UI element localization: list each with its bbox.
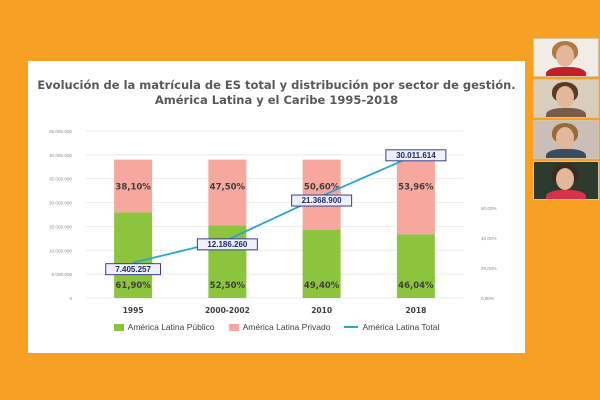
data-label-publico: 61,90% bbox=[115, 281, 151, 291]
y-axis-left-tick-label: 5.000.000 bbox=[52, 272, 73, 277]
stacked-bar-line-chart: 0 5.000.000 10.000.000 15.000.000 20.000.000… bbox=[49, 129, 497, 315]
data-label-publico: 49,40% bbox=[304, 281, 340, 291]
chart-title-line-2: América Latina y el Caribe 1995-2018 bbox=[154, 93, 399, 107]
legend-swatch-privado bbox=[228, 323, 239, 331]
data-label-total: 21.368.900 bbox=[302, 196, 343, 205]
y-axis-left-tick-label: 15.000.000 bbox=[49, 224, 72, 229]
bar-publico bbox=[302, 229, 341, 298]
legend-label-publico: América Latina Público bbox=[127, 322, 215, 332]
legend-item-total: América Latina Total bbox=[344, 322, 439, 332]
data-label-total-box bbox=[291, 194, 353, 207]
data-label-privado: 38,10% bbox=[115, 183, 151, 193]
participant-body bbox=[546, 108, 586, 117]
data-label-publico: 46,04% bbox=[398, 281, 434, 291]
bar-publico bbox=[114, 212, 153, 298]
data-label-privado: 47,50% bbox=[210, 183, 246, 193]
y-axis-right-tick-label: 40,00% bbox=[481, 236, 497, 241]
line-series-total bbox=[132, 153, 417, 264]
data-label-total-box bbox=[196, 238, 258, 251]
data-label-publico: 52,50% bbox=[210, 281, 246, 291]
x-axis-tick-label: 1995 bbox=[123, 306, 144, 315]
data-label-total-box bbox=[105, 263, 162, 276]
y-axis-right-tick-label: 0,00% bbox=[481, 296, 494, 301]
participant-video-tile[interactable] bbox=[533, 120, 599, 159]
presentation-slide: Evolución de la matrícula de ES total y … bbox=[28, 61, 525, 353]
participant-face bbox=[556, 45, 574, 67]
data-label-privado: 50,60% bbox=[304, 183, 340, 193]
y-axis-right-tick-label: 60,00% bbox=[481, 206, 497, 211]
participant-face bbox=[556, 86, 574, 108]
participant-video-tile[interactable] bbox=[533, 38, 599, 77]
y-axis-left-tick-label: 20.000.000 bbox=[49, 201, 72, 206]
data-label-total: 7.405.257 bbox=[115, 265, 151, 274]
chart-title-line-1: Evolución de la matrícula de ES total y … bbox=[37, 78, 516, 92]
bar-publico bbox=[396, 234, 435, 298]
participant-video-tile[interactable] bbox=[533, 79, 599, 118]
legend-swatch-total bbox=[344, 326, 359, 328]
bar-privado bbox=[114, 159, 153, 213]
data-label-total-box bbox=[385, 149, 447, 162]
legend-item-publico: América Latina Público bbox=[113, 322, 215, 332]
y-axis-left-tick-label: 35.000.000 bbox=[49, 129, 72, 134]
y-axis-left-tick-label: 0 bbox=[69, 296, 72, 301]
x-axis-tick-label: 2000-2002 bbox=[205, 306, 250, 315]
y-axis-left-tick-label: 10.000.000 bbox=[49, 248, 72, 253]
x-axis-tick-label: 2010 bbox=[311, 306, 332, 315]
legend-label-privado: América Latina Privado bbox=[242, 322, 331, 332]
bar-privado bbox=[208, 159, 247, 226]
participant-face bbox=[556, 168, 574, 190]
y-axis-left-tick-label: 30.000.000 bbox=[49, 153, 72, 158]
x-axis-tick-label: 2018 bbox=[405, 306, 426, 315]
participant-body bbox=[546, 67, 586, 76]
participant-body bbox=[546, 149, 586, 158]
participant-body bbox=[546, 190, 586, 199]
participant-video-tile[interactable] bbox=[533, 161, 599, 200]
data-label-privado: 53,96% bbox=[398, 183, 434, 193]
data-label-total: 30.011.614 bbox=[396, 151, 436, 160]
participant-face bbox=[556, 127, 574, 149]
chart-title: Evolución de la matrícula de ES total y … bbox=[28, 78, 525, 108]
legend-item-privado: América Latina Privado bbox=[228, 322, 331, 332]
y-axis-left-tick-label: 25.000.000 bbox=[49, 177, 72, 182]
bar-publico bbox=[208, 225, 247, 298]
chart-legend: América Latina Público América Latina Pr… bbox=[28, 322, 525, 332]
bar-privado bbox=[396, 159, 435, 235]
y-axis-right-tick-label: 20,00% bbox=[481, 266, 497, 271]
video-participants-panel[interactable] bbox=[533, 38, 599, 200]
legend-label-total: América Latina Total bbox=[362, 322, 440, 332]
data-label-total: 12.186.260 bbox=[207, 240, 248, 249]
legend-swatch-publico bbox=[113, 323, 124, 331]
